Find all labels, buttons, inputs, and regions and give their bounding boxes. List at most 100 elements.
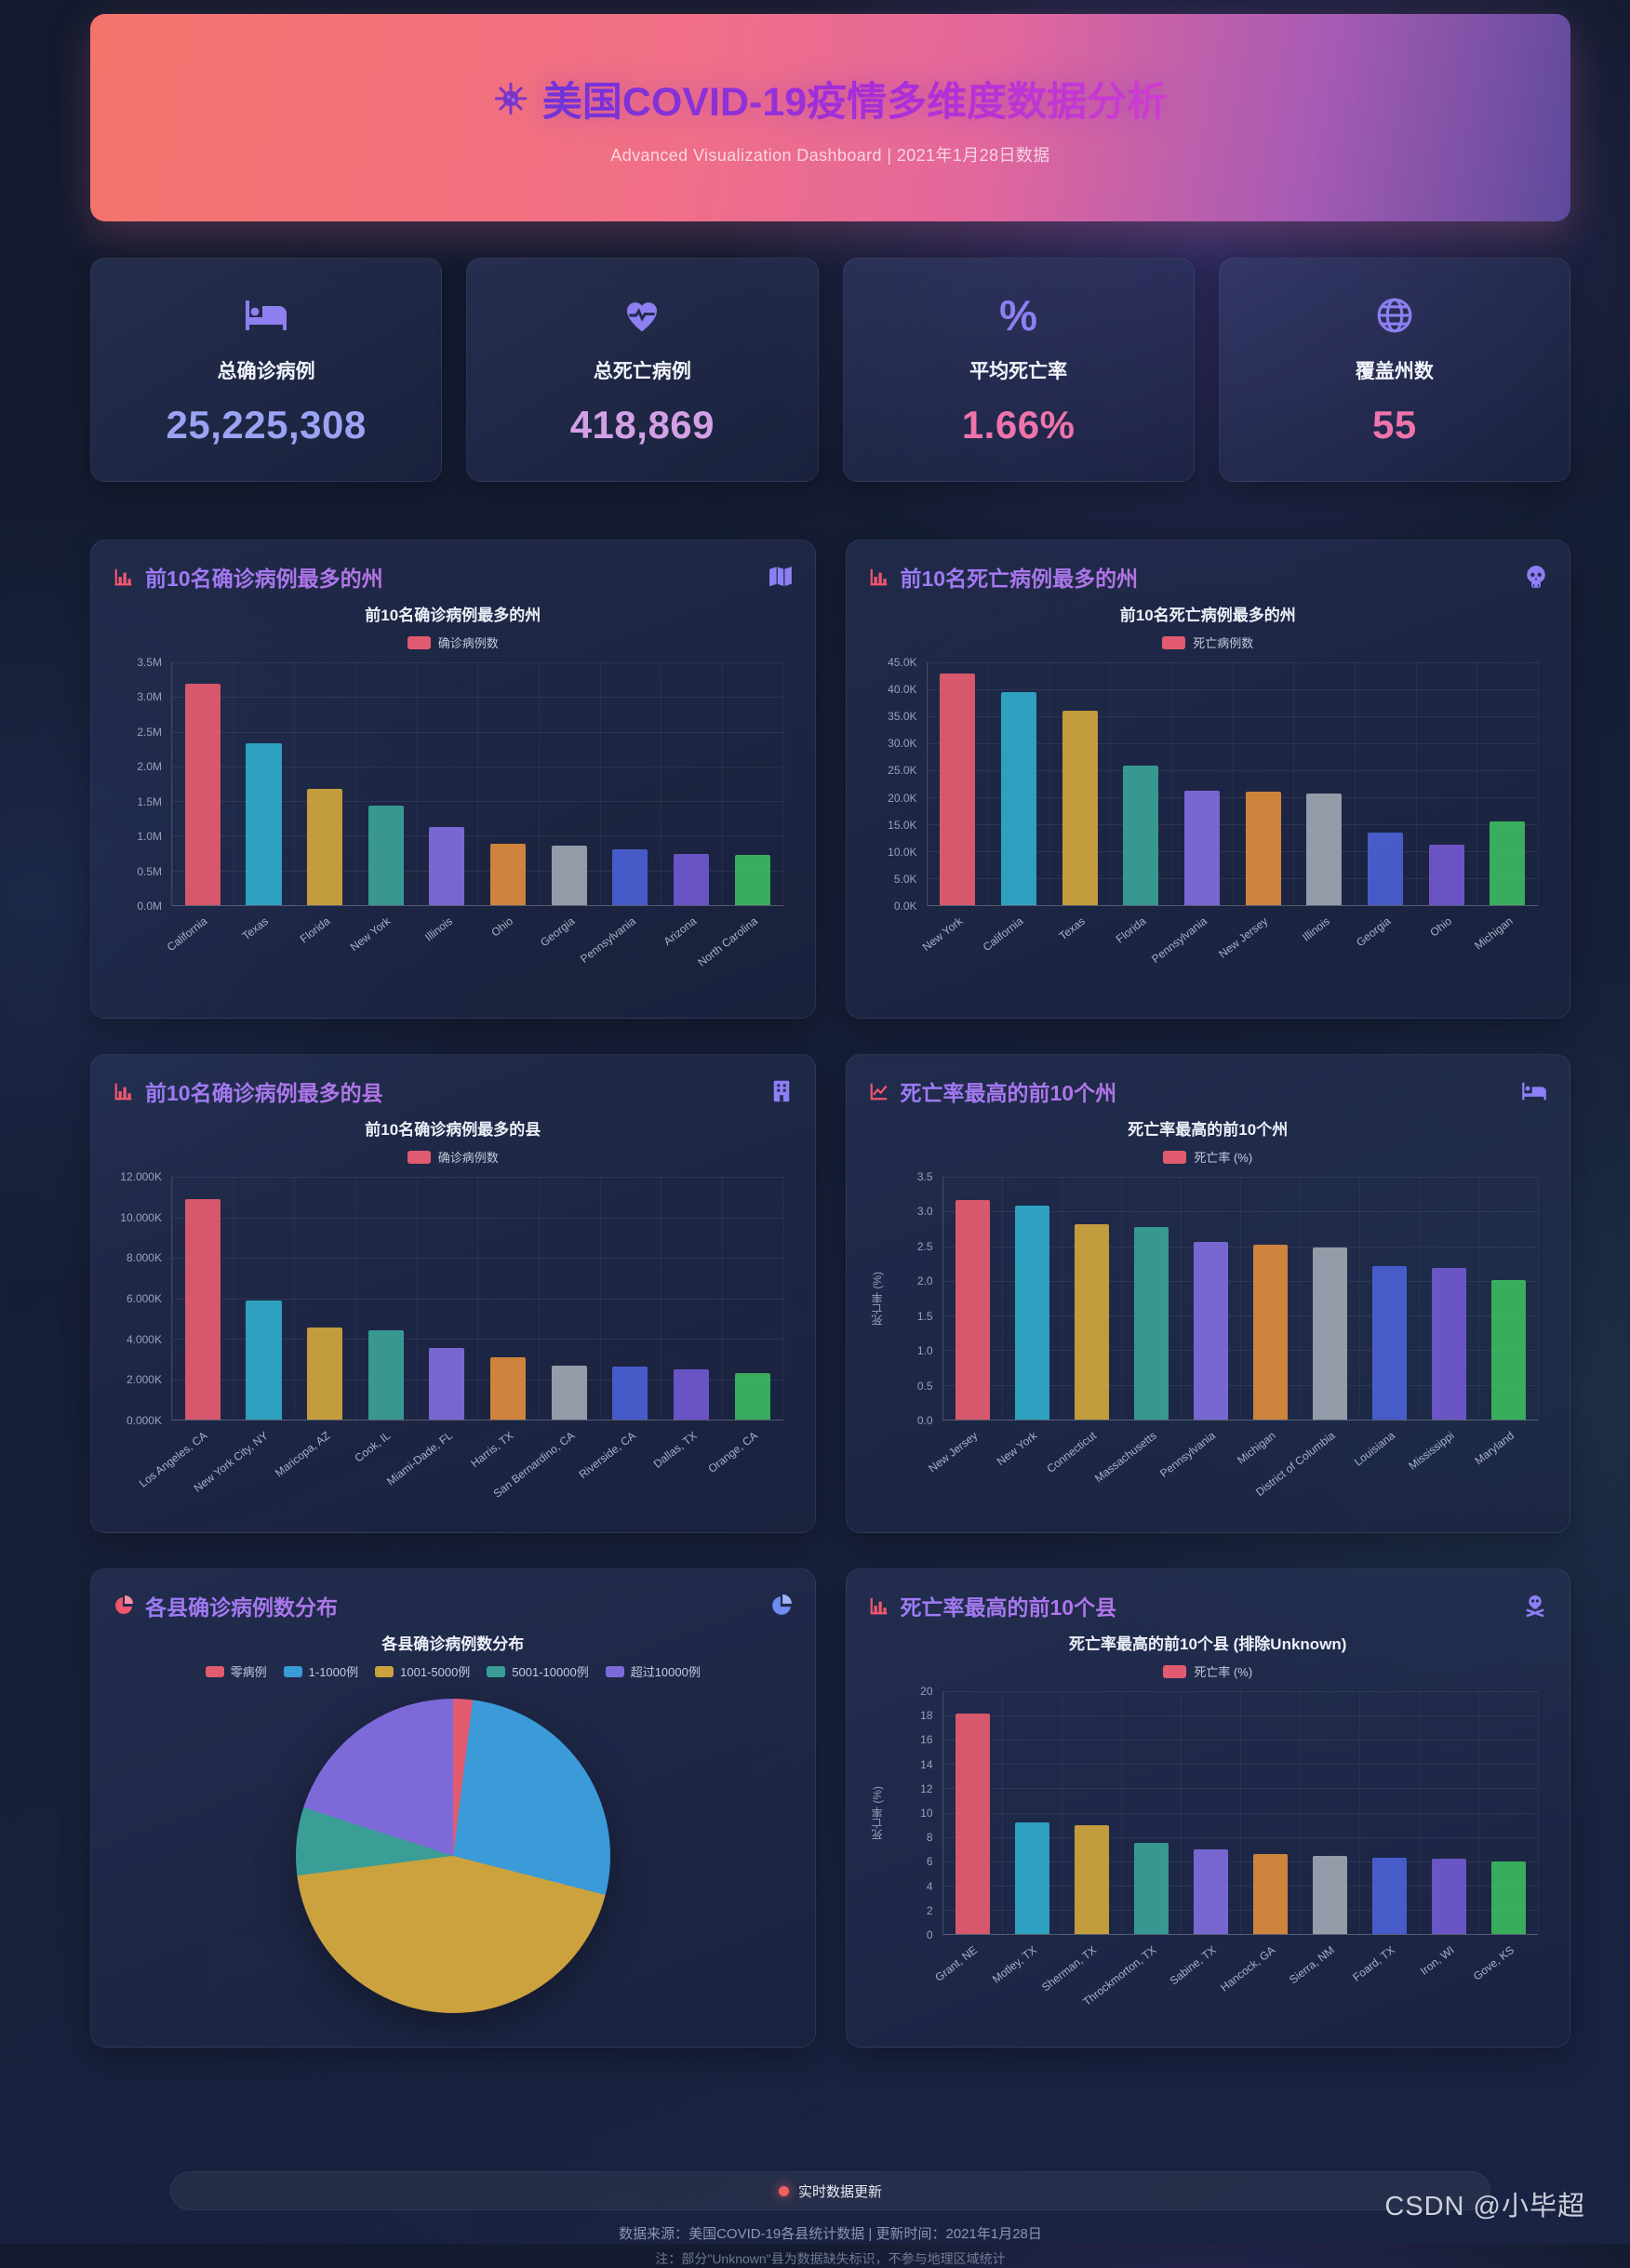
- bar-slot: [1171, 662, 1233, 905]
- bar-Illinois[interactable]: [429, 827, 465, 905]
- bar-California[interactable]: [184, 684, 220, 905]
- gridline: [927, 878, 1538, 879]
- bar-New Jersey[interactable]: [1245, 792, 1281, 905]
- bar-Texas[interactable]: [246, 742, 282, 905]
- bar-Sierra, NM[interactable]: [1312, 1856, 1347, 1934]
- gridline: [172, 1420, 783, 1421]
- bar-Georgia[interactable]: [1367, 832, 1403, 905]
- bar-Riverside, CA[interactable]: [612, 1367, 648, 1420]
- chart-top10-states-deaths[interactable]: 前10名死亡病例最多的州 死亡病例数 45.0K 40.0K 35.0K 30.0K 25.…: [869, 602, 1548, 999]
- bar-Hancock, GA[interactable]: [1252, 1853, 1288, 1934]
- gridline: [942, 1177, 1538, 1178]
- chart-county-case-distribution[interactable]: 各县确诊病例数分布 零病例 1-1000例 1001-5000例 5001-10000例…: [114, 1631, 793, 2013]
- chart-top10-counties-death-rate[interactable]: 死亡率最高的前10个县 (排除Unknown) 死亡率 (%) 死亡率 (%) 20 1…: [869, 1631, 1548, 2028]
- gridline: [927, 797, 1538, 798]
- bar-Texas[interactable]: [1062, 710, 1098, 905]
- y-axis-tick: 6: [926, 1855, 933, 1869]
- dashboard: 美国COVID-19疫情多维度数据分析 Advanced Visualizati…: [90, 14, 1570, 2268]
- bar-Massachusetts[interactable]: [1133, 1227, 1169, 1420]
- bar-North Carolina[interactable]: [734, 855, 770, 905]
- bar-California[interactable]: [1000, 691, 1037, 905]
- bar-Dallas, TX[interactable]: [674, 1368, 710, 1420]
- bar-New York[interactable]: [940, 674, 976, 905]
- bar-Florida[interactable]: [307, 789, 343, 905]
- bar-Michigan[interactable]: [1490, 821, 1526, 905]
- bar-slot: [1240, 1691, 1300, 1934]
- bar-New York[interactable]: [367, 805, 404, 905]
- bar-slot: [1062, 1177, 1121, 1420]
- x-axis-label: Maryland: [1472, 1429, 1516, 1468]
- x-axis-label: Michigan: [1472, 914, 1516, 953]
- gridline: [942, 1861, 1538, 1862]
- gridline: [1240, 1691, 1242, 1934]
- bar-Pennsylvania[interactable]: [1193, 1242, 1228, 1420]
- bar-Pennsylvania[interactable]: [1183, 791, 1220, 905]
- chart-top10-counties-confirmed[interactable]: 前10名确诊病例最多的县 确诊病例数 12.000K 10.000K 8.000K 6.0…: [114, 1116, 793, 1514]
- bar-Florida[interactable]: [1123, 765, 1159, 905]
- bar-New York[interactable]: [1014, 1206, 1049, 1420]
- bar-slot: [355, 662, 417, 905]
- legend-swatch: [283, 1665, 302, 1677]
- bar-Georgia[interactable]: [551, 845, 587, 905]
- page-title: 美国COVID-19疫情多维度数据分析: [494, 70, 1167, 127]
- bars: [172, 1177, 783, 1420]
- bar-New York City, NY[interactable]: [246, 1300, 282, 1420]
- panel-header: 前10名死亡病例最多的州: [869, 557, 1548, 596]
- bar-slot: [943, 1691, 1003, 1934]
- bar-Miami-Dade, FL[interactable]: [429, 1347, 465, 1420]
- bar-Ohio[interactable]: [1428, 845, 1464, 905]
- plot-grid: [171, 1177, 784, 1421]
- stat-card-states-covered: 覆盖州数 55: [1218, 258, 1570, 482]
- y-axis-tick: 2.000K: [126, 1373, 162, 1387]
- bar-Gove, KS[interactable]: [1490, 1861, 1526, 1934]
- x-axis-label: Iron, WI: [1417, 1943, 1457, 1978]
- gridline: [172, 1217, 783, 1219]
- bar-San Bernardino, CA[interactable]: [551, 1366, 587, 1420]
- chart-top10-states-confirmed[interactable]: 前10名确诊病例最多的州 确诊病例数 3.5M 3.0M 2.5M 2.0M 1.5M 1.0…: [114, 602, 793, 999]
- bar-Sherman, TX[interactable]: [1074, 1824, 1109, 1934]
- bar-Harris, TX[interactable]: [490, 1356, 527, 1420]
- gridline: [942, 1691, 944, 1934]
- bar-Maricopa, AZ[interactable]: [307, 1327, 343, 1420]
- bar-Grant, NE[interactable]: [955, 1713, 991, 1934]
- gridline: [354, 662, 356, 905]
- y-axis-tick: 0.5M: [137, 864, 162, 878]
- bar-Iron, WI[interactable]: [1431, 1859, 1466, 1934]
- bar-Sabine, TX[interactable]: [1193, 1848, 1228, 1934]
- gridline: [172, 1339, 783, 1340]
- bar-Ohio[interactable]: [490, 844, 527, 905]
- bar-Los Angeles, CA[interactable]: [184, 1198, 220, 1420]
- bar-District of Columbia[interactable]: [1312, 1247, 1347, 1420]
- stat-label: 覆盖州数: [1355, 360, 1434, 382]
- bar-New Jersey[interactable]: [955, 1199, 991, 1420]
- y-axis-tick: 1.5M: [137, 794, 162, 808]
- bar-Louisiana[interactable]: [1371, 1266, 1407, 1420]
- gridline: [927, 851, 1538, 852]
- bar-Michigan[interactable]: [1252, 1245, 1288, 1420]
- bar-Motley, TX[interactable]: [1014, 1821, 1049, 1934]
- panel-top10-states-confirmed: 前10名确诊病例最多的州 前10名确诊病例最多的州 确诊病例数 3.5M 3.0M 2.…: [90, 540, 816, 1019]
- pie-chart-icon: [114, 1595, 134, 1616]
- csdn-watermark: CSDN @小毕超: [1384, 2192, 1585, 2221]
- bar-Pennsylvania[interactable]: [612, 848, 648, 905]
- bar-Arizona[interactable]: [674, 853, 710, 905]
- bar-Throckmorton, TX[interactable]: [1133, 1843, 1169, 1934]
- gridline: [942, 1211, 1538, 1213]
- bar-Connecticut[interactable]: [1074, 1223, 1109, 1420]
- y-axis-tick: 35.0K: [888, 710, 917, 724]
- y-axis-tick: 2.0M: [137, 760, 162, 774]
- bar-Mississippi[interactable]: [1431, 1268, 1466, 1420]
- bar-Maryland[interactable]: [1490, 1280, 1526, 1420]
- gridline: [927, 662, 929, 905]
- bar-Illinois[interactable]: [1306, 793, 1343, 905]
- bar-Orange, CA[interactable]: [734, 1372, 770, 1420]
- bar-Cook, IL[interactable]: [367, 1330, 404, 1420]
- pie-chart[interactable]: [295, 1699, 610, 2013]
- gridline: [942, 1764, 1538, 1766]
- gridline: [1476, 662, 1478, 905]
- chart-top10-states-death-rate[interactable]: 死亡率最高的前10个州 死亡率 (%) 死亡率 (%) 3.5 3.0 2.5 2.0 1.5…: [869, 1116, 1548, 1514]
- chart-legend: 死亡率 (%): [869, 1662, 1548, 1680]
- y-axis-tick: 10: [920, 1807, 933, 1820]
- bar-Foard, TX[interactable]: [1371, 1857, 1407, 1934]
- panel-header: 死亡率最高的前10个州: [869, 1072, 1548, 1111]
